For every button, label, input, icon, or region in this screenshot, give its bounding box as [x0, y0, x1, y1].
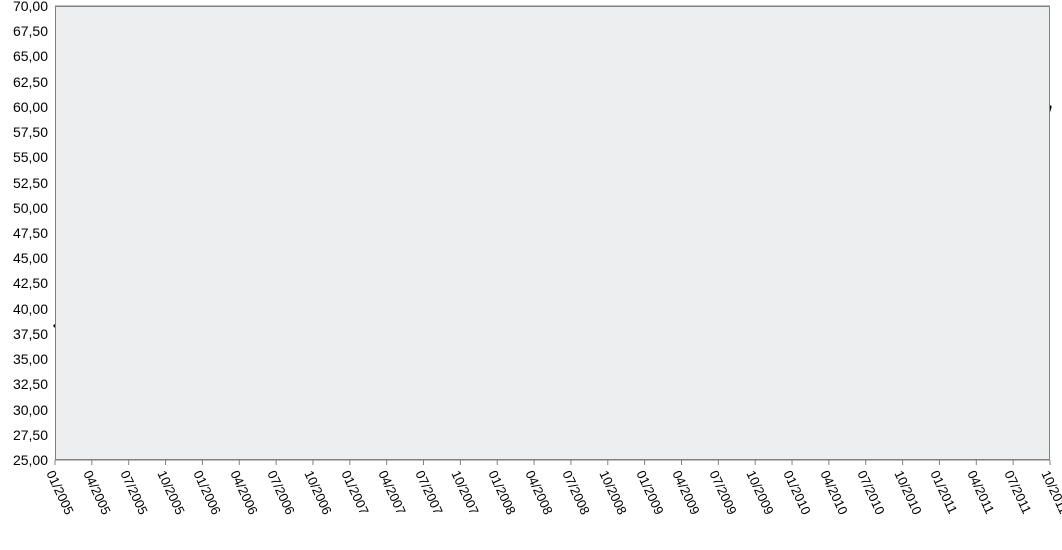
x-tick-label: 10/2010: [891, 468, 924, 517]
plot-area: [55, 6, 1050, 460]
x-tick-label: 07/2006: [265, 468, 298, 517]
x-tick-label: 10/2006: [301, 468, 334, 517]
x-tick-label: 07/2009: [707, 468, 740, 517]
y-tick-label: 37,50: [0, 326, 48, 342]
x-tick-label: 04/2011: [965, 468, 998, 516]
x-tick-label: 10/2008: [596, 468, 629, 517]
x-tick-label: 01/2008: [486, 468, 519, 517]
y-tick-label: 32,50: [0, 376, 48, 392]
x-tick-label: 01/2011: [928, 468, 961, 516]
y-tick-label: 27,50: [0, 427, 48, 443]
x-tick-label: 10/2007: [449, 468, 482, 517]
x-tick-label: 01/2010: [780, 468, 813, 517]
y-tick-label: 60,00: [0, 99, 48, 115]
y-tick-label: 25,00: [0, 452, 48, 468]
x-tick-label: 04/2009: [670, 468, 703, 517]
x-tick-label: 07/2007: [412, 468, 445, 517]
chart-container: { "chart": { "type": "line", "width_px":…: [0, 0, 1062, 550]
x-tick-label: 07/2011: [1002, 468, 1035, 516]
plot-background: [55, 6, 1050, 460]
y-tick-label: 67,50: [0, 23, 48, 39]
x-tick-label: 07/2005: [117, 468, 150, 517]
x-tick-label: 01/2009: [633, 468, 666, 517]
y-tick-label: 42,50: [0, 275, 48, 291]
x-tick-label: 01/2007: [338, 468, 371, 517]
y-tick-label: 70,00: [0, 0, 48, 14]
x-tick-label: 04/2005: [80, 468, 113, 517]
x-tick-label: 10/2005: [154, 468, 187, 517]
y-tick-label: 35,00: [0, 351, 48, 367]
x-tick-label: 01/2005: [43, 468, 76, 517]
y-tick-label: 57,50: [0, 124, 48, 140]
x-tick-label: 01/2006: [191, 468, 224, 517]
y-tick-label: 55,00: [0, 149, 48, 165]
x-tick-label: 04/2006: [228, 468, 261, 517]
y-tick-label: 50,00: [0, 200, 48, 216]
y-tick-label: 65,00: [0, 48, 48, 64]
x-tick-label: 10/2011: [1038, 468, 1062, 516]
y-tick-label: 52,50: [0, 175, 48, 191]
y-tick-label: 45,00: [0, 250, 48, 266]
x-tick-label: 07/2008: [559, 468, 592, 517]
x-tick-label: 10/2009: [744, 468, 777, 517]
x-tick-label: 04/2008: [522, 468, 555, 517]
x-tick-label: 04/2010: [817, 468, 850, 517]
x-tick-label: 04/2007: [375, 468, 408, 517]
y-tick-label: 30,00: [0, 402, 48, 418]
y-tick-label: 62,50: [0, 74, 48, 90]
y-tick-label: 40,00: [0, 301, 48, 317]
y-tick-label: 47,50: [0, 225, 48, 241]
x-tick-label: 07/2010: [854, 468, 887, 517]
